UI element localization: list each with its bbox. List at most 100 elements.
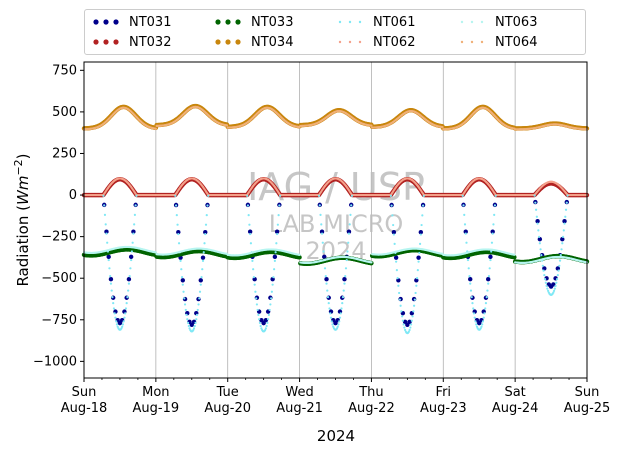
data-point	[397, 284, 400, 287]
data-point	[200, 255, 206, 260]
data-point	[535, 215, 538, 218]
data-point	[132, 232, 135, 235]
data-point	[121, 325, 124, 328]
data-point	[417, 260, 420, 263]
legend-marker	[470, 40, 474, 44]
data-point	[130, 250, 133, 253]
data-point	[102, 194, 105, 197]
data-point	[177, 232, 180, 236]
data-point	[345, 258, 348, 262]
data-point	[270, 297, 273, 300]
legend-marker	[358, 20, 362, 24]
legend-label: NT033	[251, 14, 294, 30]
data-point	[414, 291, 417, 295]
data-point	[323, 267, 327, 270]
legend-marker	[358, 40, 362, 44]
data-point	[562, 229, 565, 232]
x-tick-day: Sat	[504, 385, 525, 400]
data-point	[545, 284, 548, 287]
data-point	[322, 250, 325, 253]
data-point	[408, 328, 411, 332]
data-point	[346, 250, 349, 253]
data-point	[253, 283, 256, 286]
data-point	[485, 295, 488, 299]
legend-label: NT063	[495, 14, 538, 30]
data-point	[538, 242, 541, 245]
x-tick-date: Aug-25	[564, 401, 611, 416]
legend-marker	[480, 40, 484, 44]
data-point	[342, 277, 347, 282]
data-point	[122, 320, 125, 323]
data-point	[475, 323, 478, 326]
data-point	[106, 254, 111, 260]
grid-lines	[155, 62, 516, 378]
data-point	[542, 266, 547, 271]
data-point	[486, 289, 489, 292]
data-point	[266, 321, 269, 324]
data-point	[391, 214, 394, 217]
data-point	[535, 208, 538, 211]
data-point	[534, 201, 537, 204]
data-point	[555, 281, 558, 284]
data-point	[552, 289, 556, 292]
data-point	[192, 327, 196, 330]
data-point	[463, 213, 466, 217]
data-point	[187, 324, 190, 328]
data-point	[492, 223, 495, 226]
data-point	[108, 277, 114, 282]
data-point	[278, 204, 281, 207]
data-point	[416, 255, 421, 260]
data-point	[175, 214, 178, 217]
data-point	[410, 323, 413, 326]
data-point	[276, 223, 279, 226]
legend-swatch	[460, 20, 484, 24]
data-point	[462, 204, 465, 207]
data-point	[254, 290, 257, 293]
data-point	[181, 283, 184, 286]
legend-swatch	[338, 20, 362, 24]
data-point	[256, 308, 259, 312]
data-point	[540, 254, 543, 257]
data-point	[154, 127, 157, 130]
data-point	[272, 254, 278, 260]
data-point	[396, 277, 399, 280]
data-point	[128, 275, 131, 278]
data-point	[258, 321, 261, 324]
data-point	[206, 204, 209, 207]
data-point	[421, 214, 424, 217]
legend-marker	[460, 40, 464, 44]
data-point	[249, 242, 253, 245]
data-point	[257, 313, 260, 316]
data-point	[416, 269, 419, 272]
data-point	[555, 266, 561, 271]
data-point	[473, 316, 476, 319]
data-point	[246, 194, 249, 197]
data-point	[247, 229, 253, 234]
data-point	[197, 303, 200, 306]
legend-marker	[113, 39, 119, 45]
x-tick-day: Fri	[436, 385, 452, 400]
data-point	[566, 194, 569, 197]
data-point	[121, 323, 125, 326]
legend-marker	[215, 19, 221, 25]
data-point	[251, 259, 254, 262]
legend-item-nt064: NT064	[457, 32, 579, 52]
data-point	[298, 253, 301, 256]
x-axis: SunAug-18MonAug-19TueAug-20WedAug-21ThuA…	[61, 378, 611, 416]
data-point	[564, 215, 567, 218]
data-point	[111, 295, 114, 299]
data-point	[198, 297, 201, 300]
x-tick-date: Aug-24	[492, 401, 539, 416]
data-point	[422, 194, 425, 197]
data-point	[297, 255, 302, 260]
data-point	[490, 241, 494, 244]
data-point	[392, 223, 395, 227]
y-tick-label: 500	[52, 105, 77, 120]
legend-item-nt061: NT061	[335, 12, 457, 32]
data-point	[393, 242, 396, 245]
legend-swatch	[338, 40, 362, 44]
data-point	[124, 307, 128, 310]
data-point	[551, 282, 556, 287]
